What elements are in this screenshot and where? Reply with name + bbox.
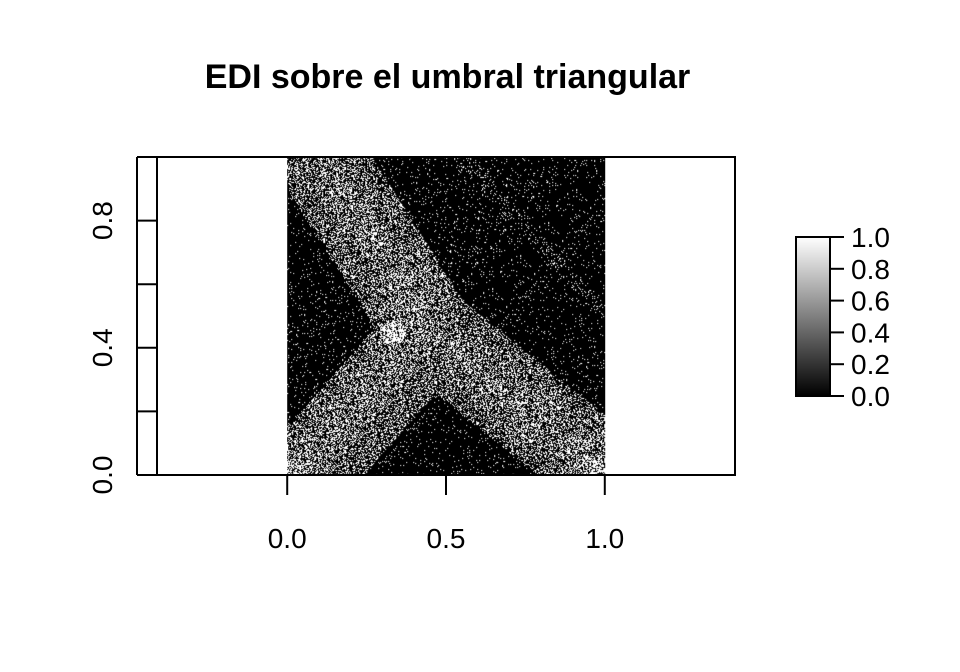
chart-title: EDI sobre el umbral triangular xyxy=(204,58,691,96)
colorbar-tick-label: 0.2 xyxy=(851,349,890,380)
y-tick-label: 0.4 xyxy=(87,328,118,367)
y-tick-label: 0.0 xyxy=(87,456,118,495)
colorbar-tick-label: 1.0 xyxy=(851,222,890,253)
heatmap-raster xyxy=(287,157,606,475)
colorbar-tick-label: 0.6 xyxy=(851,286,890,317)
y-tick-label: 0.8 xyxy=(87,201,118,240)
x-tick-label: 0.5 xyxy=(427,523,466,554)
colorbar-tick-label: 0.8 xyxy=(851,254,890,285)
colorbar-tick-label: 0.0 xyxy=(851,381,890,412)
colorbar-tick-label: 0.4 xyxy=(851,317,890,348)
colorbar-scale xyxy=(795,236,831,397)
y-axis: 0.0 0.4 0.8 xyxy=(87,156,157,495)
colorbar: 0.00.20.40.60.81.0 xyxy=(795,222,890,412)
x-tick-label: 0.0 xyxy=(268,523,307,554)
heatmap-image xyxy=(287,157,606,475)
x-tick-label: 1.0 xyxy=(585,523,624,554)
x-axis: 0.0 0.5 1.0 xyxy=(268,474,624,554)
